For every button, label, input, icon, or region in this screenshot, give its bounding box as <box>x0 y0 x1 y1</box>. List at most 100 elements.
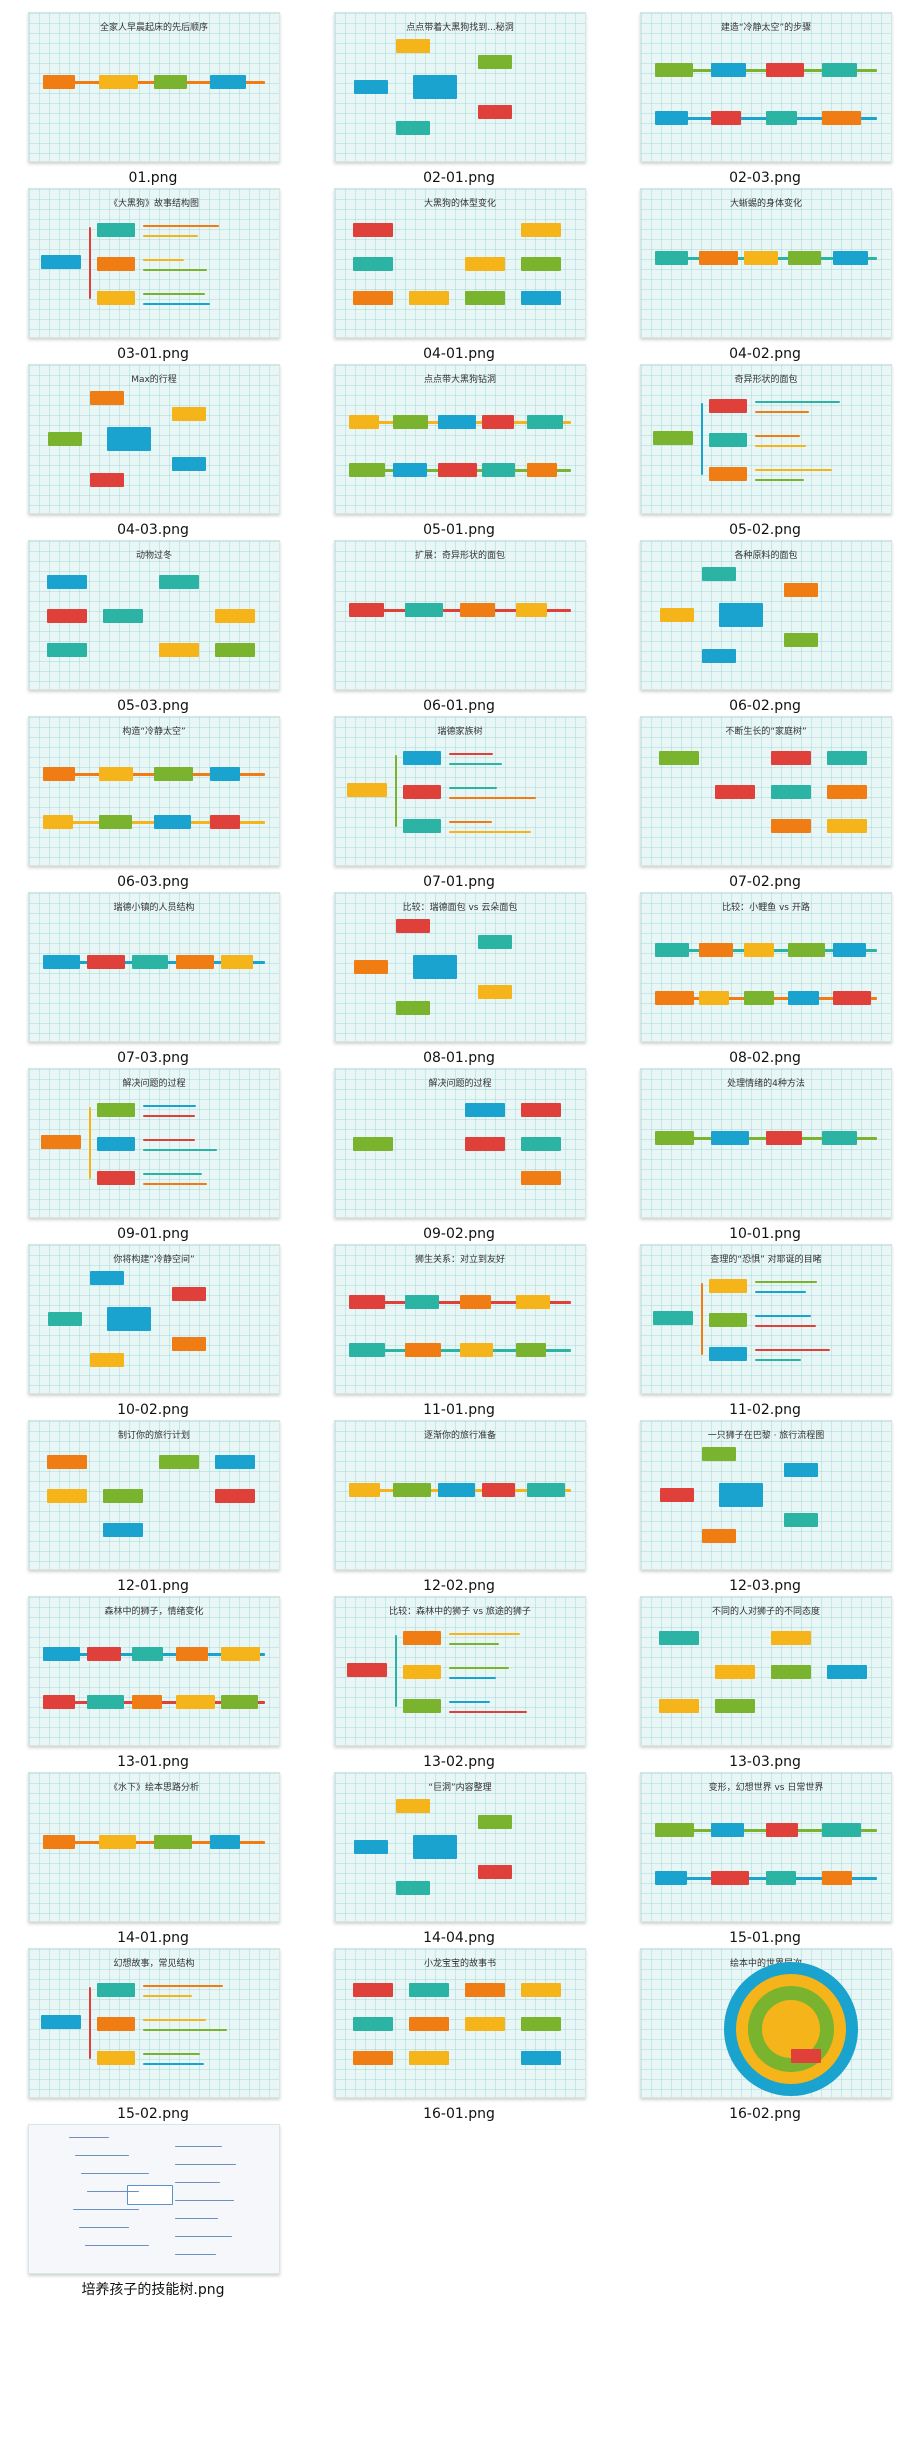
thumbnail-image[interactable]: 构造“冷静太空” <box>28 716 280 866</box>
thumbnail-title: 比较：小鲤鱼 vs 开路 <box>722 903 810 913</box>
file-name-caption: 16-01.png <box>423 2106 495 2122</box>
gallery-tile[interactable]: 森林中的狮子，情绪变化 13-01.png <box>28 1596 280 1771</box>
gallery-tile[interactable]: 点点带大黑狗钻洞 05-01.png <box>334 364 586 539</box>
thumbnail-image[interactable]: 解决问题的过程 <box>28 1068 280 1218</box>
grid-node <box>771 1665 811 1679</box>
thumbnail-image[interactable]: 一只狮子在巴黎 · 旅行流程图 <box>640 1420 892 1570</box>
gallery-tile[interactable]: 制订你的旅行计划 12-01.png <box>28 1420 280 1595</box>
thumbnail-image[interactable]: 瑞德小镇的人员结构 <box>28 892 280 1042</box>
gallery-tile[interactable]: 处理情绪的4种方法 10-01.png <box>640 1068 892 1243</box>
gallery-tile[interactable]: 查理的“恐惧” 对耶诞的目睹 11-02.png <box>640 1244 892 1419</box>
gallery-tile[interactable]: “巨洞”内容整理 14-04.png <box>334 1772 586 1947</box>
gallery-tile[interactable]: 大蜥蜴的身体变化 04-02.png <box>640 188 892 363</box>
leaf-line <box>755 1349 830 1351</box>
thumbnail-image[interactable]: 你将构建“冷静空间” <box>28 1244 280 1394</box>
thumbnail-title: 点点带大黑狗钻洞 <box>423 375 496 385</box>
thumbnail-image[interactable]: 比较：森林中的狮子 vs 旅途的狮子 <box>334 1596 586 1746</box>
thumbnail-title: 变形，幻想世界 vs 日常世界 <box>708 1783 824 1793</box>
thumbnail-image[interactable]: 点点带着大黑狗找到...秘洞 <box>334 12 586 162</box>
thumbnail-image[interactable]: 扩展：奇异形状的面包 <box>334 540 586 690</box>
mindmap-center <box>127 2185 173 2205</box>
gallery-tile[interactable]: 解决问题的过程 09-02.png <box>334 1068 586 1243</box>
thumbnail-image[interactable]: 《水下》绘本思路分析 <box>28 1772 280 1922</box>
branch-node <box>89 1353 124 1367</box>
thumbnail-image[interactable]: 变形，幻想世界 vs 日常世界 <box>640 1772 892 1922</box>
thumbnail-image[interactable]: 森林中的狮子，情绪变化 <box>28 1596 280 1746</box>
diagram-node <box>743 991 774 1005</box>
thumbnail-image[interactable]: 小龙宝宝的故事书 <box>334 1948 586 2098</box>
thumbnail-image[interactable]: 全家人早晨起床的先后顺序 <box>28 12 280 162</box>
thumbnail-image[interactable]: 大黑狗的体型变化 <box>334 188 586 338</box>
diagram-node <box>821 1131 857 1145</box>
diagram-node <box>482 415 515 429</box>
gallery-tile[interactable]: 培养孩子的技能树.png <box>28 2124 280 2299</box>
thumbnail-title: 大蜥蜴的身体变化 <box>729 199 802 209</box>
thumbnail-image[interactable]: Max的行程 <box>28 364 280 514</box>
thumbnail-image[interactable]: 各种原料的面包 <box>640 540 892 690</box>
thumbnail-image[interactable]: “巨洞”内容整理 <box>334 1772 586 1922</box>
gallery-tile[interactable]: 点点带着大黑狗找到...秘洞 02-01.png <box>334 12 586 187</box>
gallery-tile[interactable]: 奇异形状的面包 05-02.png <box>640 364 892 539</box>
gallery-tile[interactable]: 一只狮子在巴黎 · 旅行流程图 12-03.png <box>640 1420 892 1595</box>
gallery-tile[interactable]: Max的行程 04-03.png <box>28 364 280 539</box>
thumbnail-image[interactable]: 解决问题的过程 <box>334 1068 586 1218</box>
thumbnail-image[interactable]: 处理情绪的4种方法 <box>640 1068 892 1218</box>
thumbnail-image[interactable]: 建造“冷静太空”的步骤 <box>640 12 892 162</box>
thumbnail-image[interactable]: 绘本中的世界层次 <box>640 1948 892 2098</box>
gallery-tile[interactable]: 《水下》绘本思路分析 14-01.png <box>28 1772 280 1947</box>
thumbnail-image[interactable]: 点点带大黑狗钻洞 <box>334 364 586 514</box>
gallery-tile[interactable]: 《大黑狗》故事结构图 03-01.png <box>28 188 280 363</box>
thumbnail-image[interactable] <box>28 2124 280 2274</box>
gallery-tile[interactable]: 比较：小鲤鱼 vs 开路 08-02.png <box>640 892 892 1067</box>
gallery-tile[interactable]: 构造“冷静太空” 06-03.png <box>28 716 280 891</box>
thumbnail-image[interactable]: 不同的人对狮子的不同态度 <box>640 1596 892 1746</box>
gallery-tile[interactable]: 扩展：奇异形状的面包 06-01.png <box>334 540 586 715</box>
thumbnail-image[interactable]: 大蜥蜴的身体变化 <box>640 188 892 338</box>
child-node <box>403 1699 441 1713</box>
thumbnail-image[interactable]: 《大黑狗》故事结构图 <box>28 188 280 338</box>
thumbnail-image[interactable]: 幻想故事，常见结构 <box>28 1948 280 2098</box>
diagram-node <box>220 1647 260 1661</box>
thumbnail-image[interactable]: 瑞德家族树 <box>334 716 586 866</box>
grid-node <box>465 1137 505 1151</box>
leaf-line <box>449 831 531 833</box>
thumbnail-image[interactable]: 制订你的旅行计划 <box>28 1420 280 1570</box>
gallery-tile[interactable]: 不断生长的“家庭树” 07-02.png <box>640 716 892 891</box>
branch-node <box>701 1446 736 1461</box>
thumbnail-image[interactable]: 不断生长的“家庭树” <box>640 716 892 866</box>
file-name-caption: 06-01.png <box>423 698 495 714</box>
gallery-tile[interactable]: 全家人早晨起床的先后顺序 01.png <box>28 12 280 187</box>
diagram-node <box>821 111 861 125</box>
file-name-caption: 06-03.png <box>117 874 189 890</box>
thumbnail-image[interactable]: 奇异形状的面包 <box>640 364 892 514</box>
gallery-tile[interactable]: 比较：瑞德面包 vs 云朵面包 08-01.png <box>334 892 586 1067</box>
gallery-tile[interactable]: 绘本中的世界层次 16-02.png <box>640 1948 892 2123</box>
gallery-tile[interactable]: 大黑狗的体型变化 04-01.png <box>334 188 586 363</box>
thumbnail-image[interactable]: 逐渐你的旅行准备 <box>334 1420 586 1570</box>
gallery-tile[interactable]: 瑞德小镇的人员结构 07-03.png <box>28 892 280 1067</box>
gallery-tile[interactable]: 建造“冷静太空”的步骤 02-03.png <box>640 12 892 187</box>
gallery-tile[interactable]: 解决问题的过程 09-01.png <box>28 1068 280 1243</box>
thumbnail-image[interactable]: 狮生关系：对立到友好 <box>334 1244 586 1394</box>
gallery-tile[interactable]: 各种原料的面包 06-02.png <box>640 540 892 715</box>
branch-node <box>701 1529 736 1543</box>
thumbnail-image[interactable]: 动物过冬 <box>28 540 280 690</box>
gallery-tile[interactable]: 不同的人对狮子的不同态度 13-03.png <box>640 1596 892 1771</box>
gallery-tile[interactable]: 小龙宝宝的故事书 16-01.png <box>334 1948 586 2123</box>
gallery-tile[interactable]: 变形，幻想世界 vs 日常世界 15-01.png <box>640 1772 892 1947</box>
gallery-tile[interactable]: 动物过冬 05-03.png <box>28 540 280 715</box>
gallery-tile[interactable]: 幻想故事，常见结构 15-02.png <box>28 1948 280 2123</box>
thumbnail-image[interactable]: 比较：瑞德面包 vs 云朵面包 <box>334 892 586 1042</box>
gallery-tile[interactable]: 逐渐你的旅行准备 12-02.png <box>334 1420 586 1595</box>
gallery-tile[interactable]: 比较：森林中的狮子 vs 旅途的狮子 13-02.png <box>334 1596 586 1771</box>
thumbnail-image[interactable]: 比较：小鲤鱼 vs 开路 <box>640 892 892 1042</box>
gallery-tile[interactable]: 狮生关系：对立到友好 11-01.png <box>334 1244 586 1419</box>
thumbnail-image[interactable]: 查理的“恐惧” 对耶诞的目睹 <box>640 1244 892 1394</box>
branch-node <box>395 1798 430 1813</box>
gallery-tile[interactable]: 你将构建“冷静空间” 10-02.png <box>28 1244 280 1419</box>
gallery-tile[interactable]: 瑞德家族树 07-01.png <box>334 716 586 891</box>
file-name-caption: 12-03.png <box>729 1578 801 1594</box>
file-name-caption: 13-03.png <box>729 1754 801 1770</box>
grid-node <box>215 1455 255 1469</box>
